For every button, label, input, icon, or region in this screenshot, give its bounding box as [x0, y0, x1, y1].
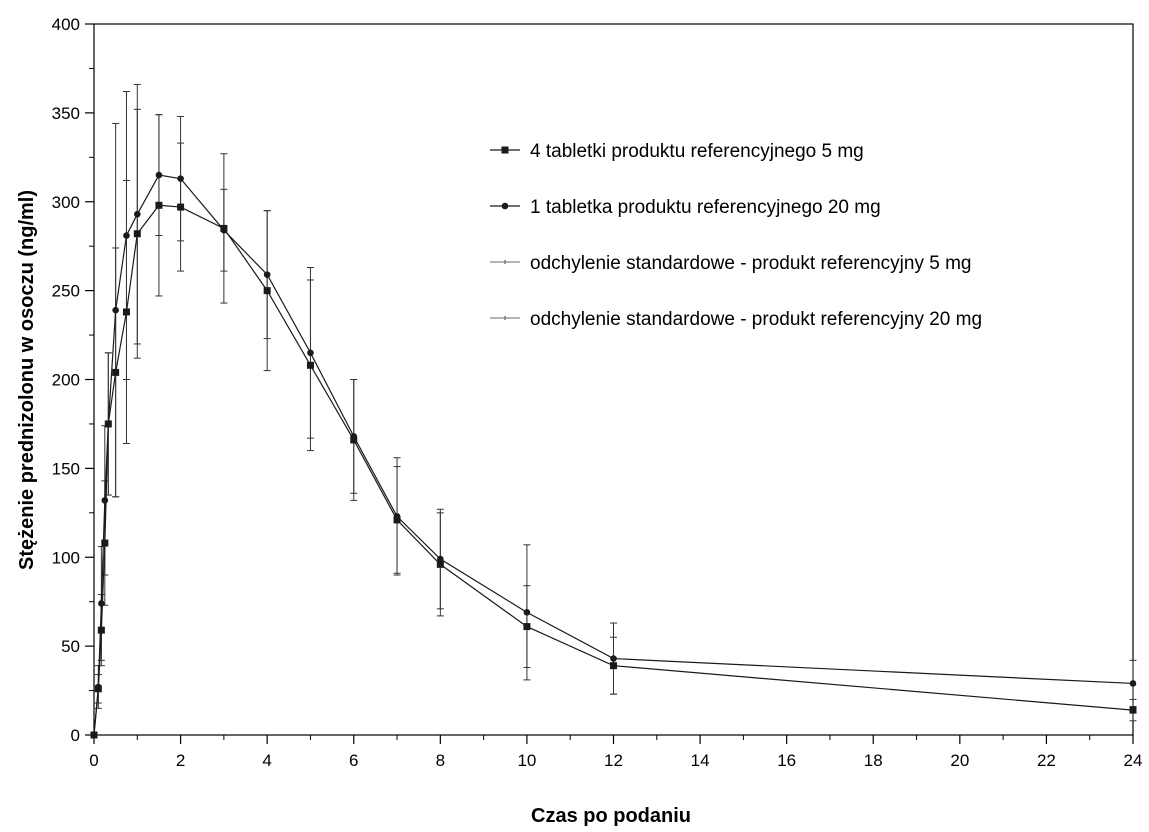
data-point-circle: [155, 171, 163, 179]
data-point-square: [97, 626, 105, 634]
y-tick-label: 0: [71, 726, 80, 745]
y-tick-label: 150: [52, 459, 80, 478]
data-point-circle: [104, 420, 112, 428]
x-tick-label: 14: [691, 751, 710, 770]
data-point-circle: [263, 271, 271, 278]
data-point-square: [133, 230, 141, 238]
legend-label: 4 tabletki produktu referencyjnego 5 mg: [530, 141, 864, 162]
x-tick-label: 10: [517, 751, 536, 770]
y-tick-label: 300: [52, 193, 80, 212]
legend-label: 1 tabletka produktu referencyjnego 20 mg: [530, 197, 881, 218]
y-tick-label: 200: [52, 371, 80, 390]
legend-entry: odchylenie standardowe - produkt referen…: [490, 309, 982, 330]
legend-label: odchylenie standardowe - produkt referen…: [530, 253, 971, 274]
data-point-circle: [350, 433, 358, 440]
x-tick-label: 12: [604, 751, 623, 770]
x-tick-label: 0: [89, 751, 98, 770]
y-tick-label: 400: [52, 15, 80, 34]
data-point-circle: [523, 609, 531, 616]
data-point-square: [306, 361, 314, 369]
data-point-square: [436, 560, 444, 568]
data-point-circle: [123, 232, 130, 239]
data-point-circle: [393, 513, 401, 520]
data-point-circle: [95, 683, 102, 691]
data-point-circle: [610, 655, 617, 662]
data-point-square: [263, 287, 271, 295]
y-tick-label: 350: [52, 104, 80, 123]
legend-entry: odchylenie standardowe - produkt referen…: [490, 253, 971, 274]
y-tick-label: 100: [52, 548, 80, 567]
legend-label: odchylenie standardowe - produkt referen…: [530, 309, 982, 330]
y-axis-title: Stężenie prednizolonu w osoczu (ng/ml): [16, 190, 38, 570]
data-point-circle: [220, 226, 228, 234]
data-point-square: [101, 539, 109, 547]
error-bars: [94, 83, 1137, 722]
x-tick-label: 4: [262, 751, 271, 770]
data-point-square: [155, 201, 163, 209]
x-tick-label: 22: [1037, 751, 1056, 770]
legend-entry: 4 tabletki produktu referencyjnego 5 mg: [490, 141, 864, 162]
x-tick-label: 18: [864, 751, 883, 770]
data-point-square: [523, 623, 531, 631]
data-point-square: [350, 436, 358, 444]
data-point-square: [1129, 706, 1137, 714]
data-point-circle: [90, 731, 98, 739]
x-tick-label: 20: [950, 751, 969, 770]
series-markers: [90, 171, 1137, 739]
y-tick-label: 250: [52, 282, 80, 301]
legend-marker-square: [501, 146, 509, 154]
x-tick-label: 8: [436, 751, 445, 770]
x-tick-label: 6: [349, 751, 358, 770]
x-tick-label: 16: [777, 751, 796, 770]
x-tick-label: 24: [1124, 751, 1143, 770]
data-point-circle: [98, 600, 105, 607]
x-tick-label: 2: [176, 751, 185, 770]
legend-entry: 1 tabletka produktu referencyjnego 20 mg: [490, 197, 881, 218]
data-point-circle: [307, 349, 314, 357]
data-point-circle: [1129, 680, 1137, 687]
y-tick-label: 50: [61, 637, 80, 656]
legend: 4 tabletki produktu referencyjnego 5 mg 1…: [490, 141, 982, 330]
legend-marker-circle: [501, 202, 509, 210]
data-point-square: [122, 308, 130, 316]
data-point-square: [177, 203, 185, 211]
data-point-circle: [112, 306, 119, 314]
data-point-circle: [101, 497, 109, 504]
data-point-square: [112, 368, 120, 376]
data-point-circle: [133, 210, 141, 218]
x-axis-title: Czas po podaniu: [531, 805, 691, 827]
ticks: 0 2 4 6 8 10 12 14 16 18 20 22 240501001502002503003…: [52, 15, 1143, 770]
data-point-square: [393, 516, 401, 524]
data-point-square: [610, 662, 617, 670]
data-point-circle: [177, 175, 184, 182]
data-point-circle: [437, 555, 444, 563]
